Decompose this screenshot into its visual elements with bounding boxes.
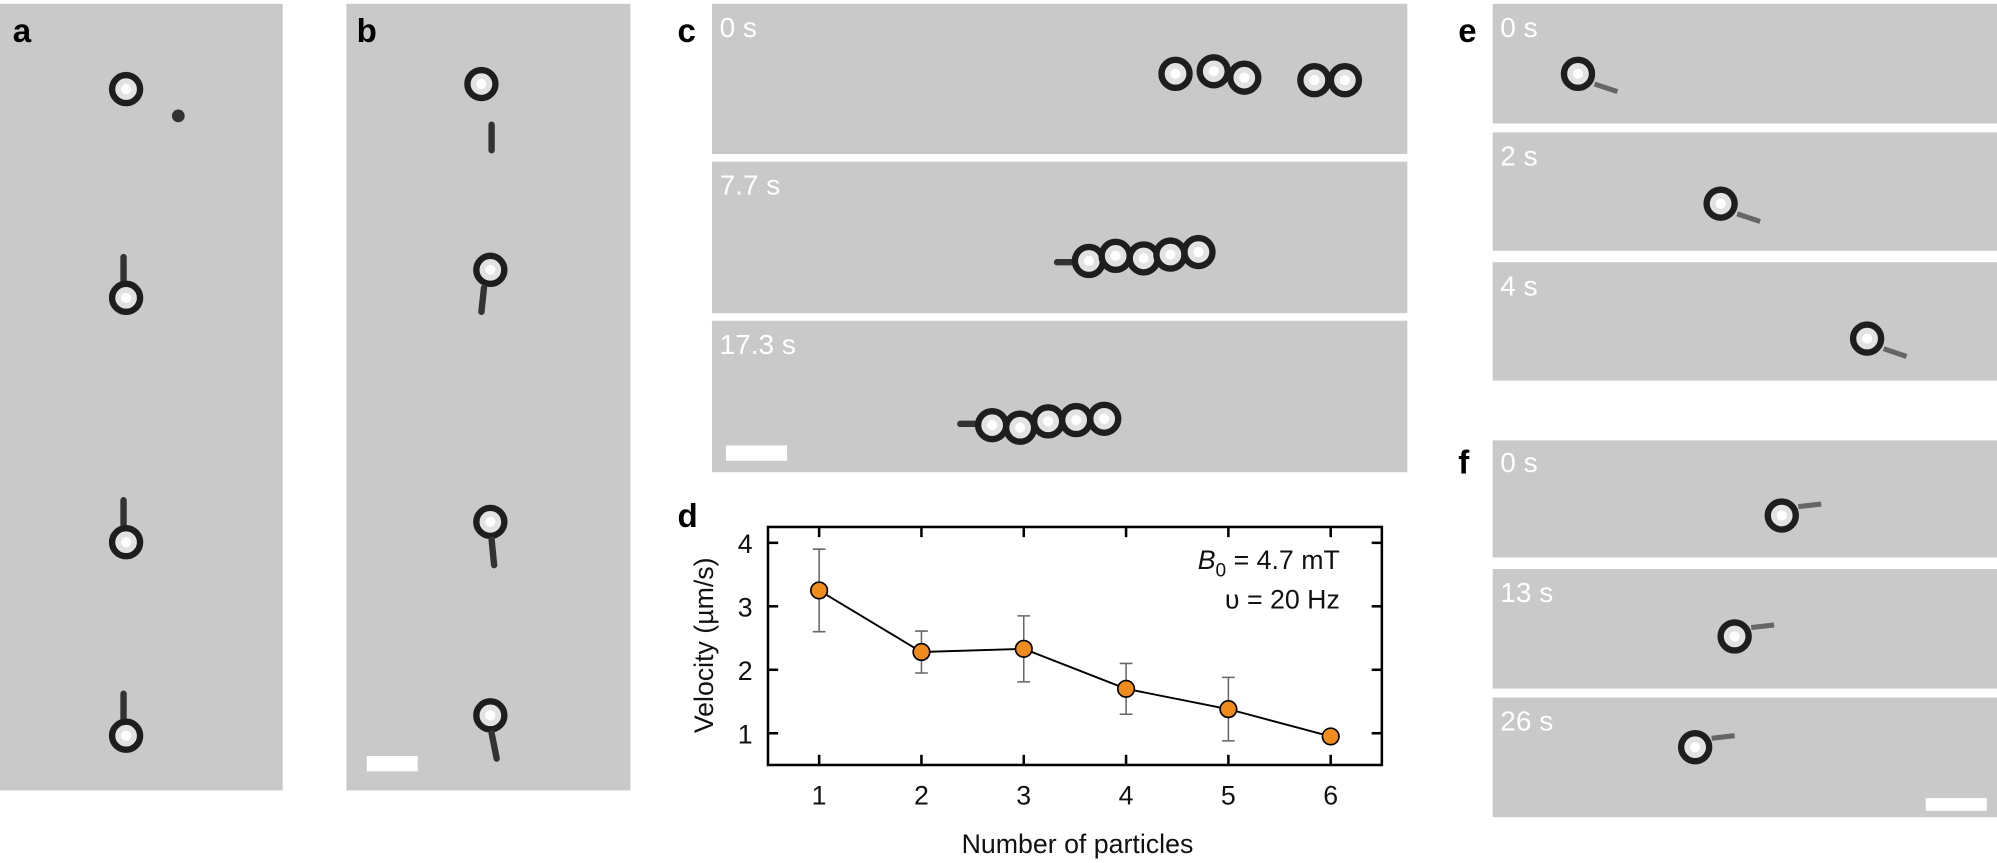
x-tick-label: 2 [914, 780, 929, 810]
y-tick-label: 1 [738, 719, 753, 749]
x-tick-label: 5 [1221, 780, 1236, 810]
time-series [1492, 3, 1997, 381]
data-point [912, 642, 931, 662]
particles [112, 75, 185, 750]
x-tick-label: 1 [812, 780, 827, 810]
time-label: 17.3 s [720, 329, 796, 360]
panel-label: b [357, 13, 377, 50]
y-tick-label: 2 [738, 656, 753, 686]
time-label: 4 s [1500, 270, 1537, 301]
particles [467, 70, 504, 762]
time-label: 0 s [1500, 12, 1537, 43]
y-tick-label: 4 [738, 529, 753, 559]
x-tick-label: 6 [1323, 780, 1338, 810]
panel-label: f [1458, 445, 1470, 482]
data-point [810, 581, 829, 600]
annotation-text: = 4.7 mT [1226, 545, 1340, 575]
scale-bar [725, 445, 788, 461]
data-line [818, 589, 1331, 738]
time-series [1492, 440, 1997, 818]
y-axis-label: Velocity (µm/s) [689, 557, 719, 733]
scale-bar [1925, 798, 1987, 811]
annotation-symbol: B [1198, 545, 1216, 575]
x-tick-label: 4 [1119, 780, 1134, 810]
panel-label: e [1458, 13, 1476, 50]
micrograph [346, 3, 631, 791]
time-label: 7.7 s [720, 170, 781, 201]
data-point [1116, 679, 1136, 698]
panel-label: c [678, 13, 696, 50]
micrograph [0, 3, 283, 791]
data-point [1219, 700, 1238, 719]
x-axis-label: Number of particles [962, 829, 1194, 859]
time-label: 26 s [1500, 706, 1553, 737]
scale-bar [366, 756, 418, 772]
data-point [1321, 727, 1340, 746]
time-label: 2 s [1500, 140, 1537, 171]
plot-frame [766, 525, 1384, 767]
x-tick-label: 3 [1016, 780, 1031, 810]
time-series [711, 3, 1408, 473]
data-point [1014, 639, 1033, 658]
annotation: B0 = 4.7 mT [1198, 545, 1340, 582]
panel-label: d [678, 498, 698, 535]
time-label: 0 s [720, 12, 757, 43]
annotation: υ = 20 Hz [1225, 584, 1340, 614]
annotation-subscript: 0 [1216, 561, 1227, 582]
time-label: 13 s [1500, 577, 1553, 608]
panel-label: a [13, 13, 32, 50]
time-label: 0 s [1500, 447, 1537, 478]
y-tick-label: 3 [738, 592, 753, 622]
